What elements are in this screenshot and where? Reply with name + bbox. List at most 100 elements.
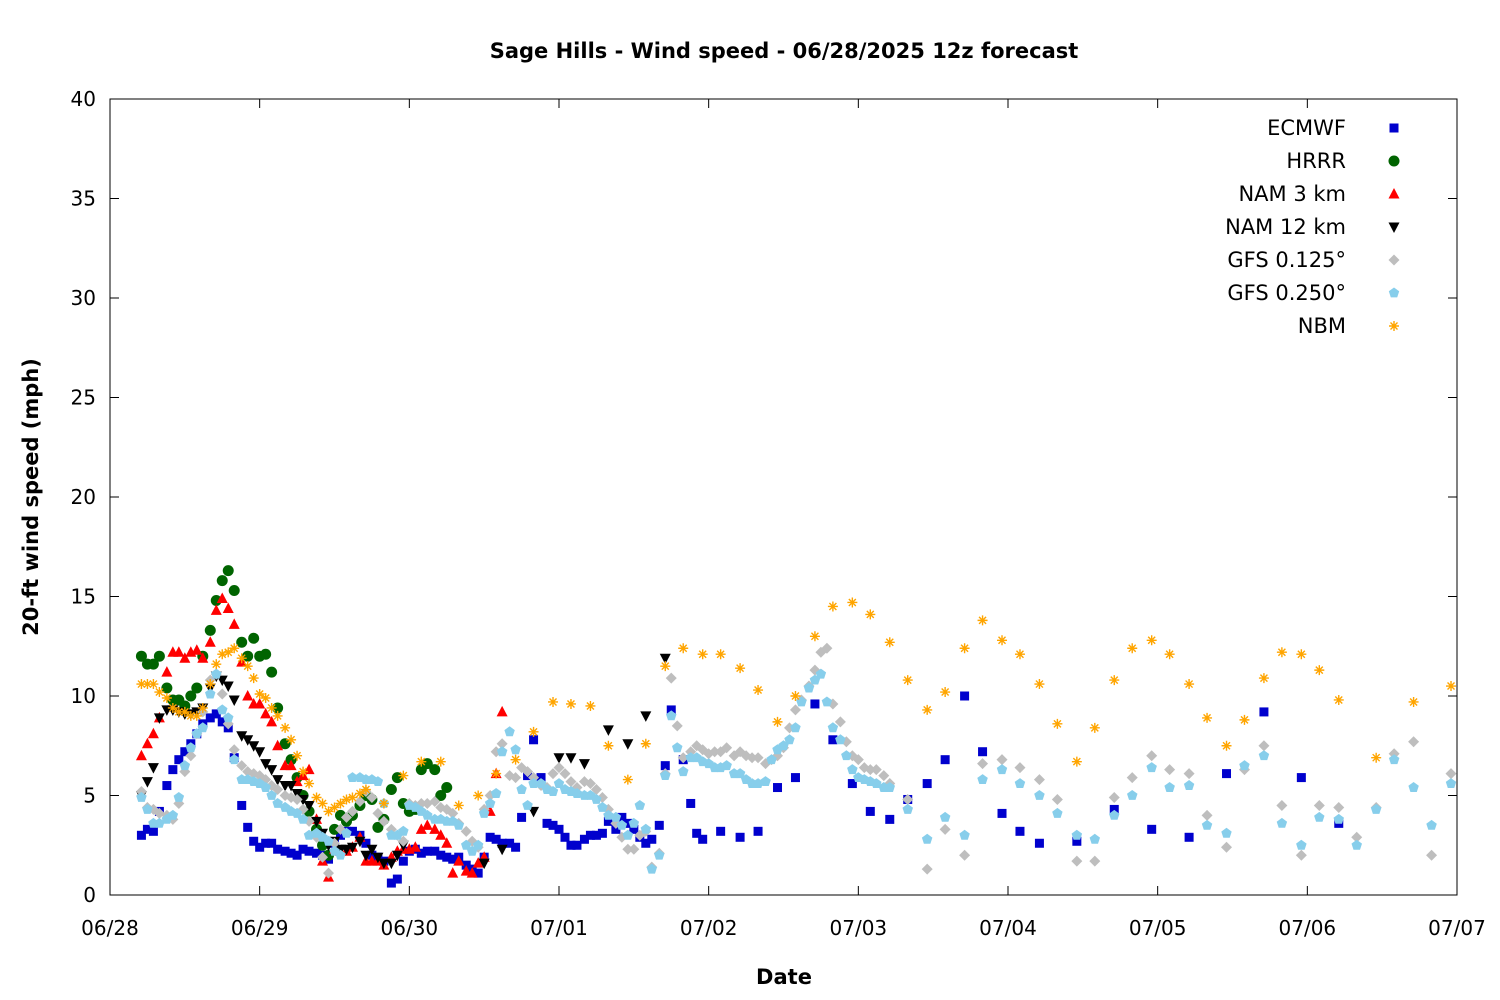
data-point [959, 849, 971, 861]
data-point [542, 818, 552, 828]
data-point [678, 643, 689, 654]
data-point [654, 849, 665, 860]
data-point [716, 826, 726, 836]
data-point [435, 790, 447, 801]
data-point [292, 750, 303, 761]
data-point [960, 691, 970, 701]
data-point [766, 754, 777, 765]
data-point [398, 856, 408, 866]
legend-label: ECMWF [1267, 116, 1346, 140]
data-point [141, 777, 153, 788]
data-point [1221, 740, 1232, 751]
data-point [154, 687, 165, 698]
data-point [884, 782, 895, 792]
data-point [640, 738, 651, 749]
data-point [340, 811, 352, 823]
legend-marker [1388, 254, 1400, 266]
data-point [734, 768, 746, 779]
x-tick-label: 07/01 [530, 916, 588, 940]
data-point [266, 666, 278, 678]
data-point [366, 844, 378, 856]
data-point [1371, 752, 1382, 763]
data-point [415, 823, 427, 834]
data-point [617, 812, 627, 822]
data-point [578, 759, 590, 770]
data-point [347, 772, 358, 782]
data-point [205, 713, 215, 723]
data-point [1071, 829, 1083, 840]
data-point [579, 834, 589, 844]
data-point [154, 817, 165, 828]
data-point [721, 760, 732, 771]
data-point [1296, 649, 1307, 660]
x-tick-label: 07/03 [830, 916, 888, 940]
data-point [902, 793, 914, 805]
data-point [1089, 722, 1100, 733]
data-point [291, 793, 303, 805]
data-point [1445, 778, 1457, 788]
data-point [496, 746, 508, 757]
data-point [641, 838, 651, 848]
data-point [254, 747, 266, 758]
data-point [285, 759, 297, 771]
data-point [448, 854, 458, 864]
data-point [391, 850, 403, 862]
data-point [672, 742, 683, 753]
data-point [298, 766, 309, 777]
data-point [378, 798, 389, 809]
data-point [436, 850, 446, 860]
data-point [1408, 696, 1419, 707]
data-point [174, 755, 184, 765]
data-point [1426, 819, 1437, 830]
data-point [1258, 750, 1270, 761]
data-point [1259, 707, 1269, 717]
data-point [1164, 782, 1175, 792]
data-point [659, 653, 671, 665]
data-point [516, 784, 527, 794]
data-point [136, 679, 147, 690]
data-point [752, 752, 764, 764]
data-point [1333, 694, 1344, 705]
data-point [266, 790, 277, 800]
data-point [435, 829, 447, 840]
data-point [1109, 809, 1120, 820]
data-point [147, 727, 159, 739]
data-point [1370, 803, 1382, 814]
data-point [640, 823, 651, 834]
data-point [735, 663, 746, 674]
data-point [590, 784, 602, 796]
data-point [485, 832, 495, 842]
data-point [1072, 836, 1082, 846]
data-point [211, 668, 222, 679]
data-point [602, 725, 614, 736]
axis-ticks: 0 5 10 15 20 25 30 35 40 06/28 06/29 06/30 07/01 07/0… [71, 87, 1486, 940]
data-point [505, 838, 515, 848]
data-point [504, 726, 515, 737]
data-point [366, 791, 378, 803]
data-point [671, 720, 683, 732]
data-point [217, 704, 228, 715]
data-point [1184, 832, 1194, 842]
data-point [260, 707, 272, 719]
data-point [285, 781, 297, 792]
data-point [242, 650, 254, 662]
data-point [553, 753, 565, 764]
data-point [959, 829, 970, 840]
data-point [847, 597, 858, 608]
chart-legend: ECMWF HRRR NAM 3 km NAM 12 km GFS 0.125° GFS … [1225, 116, 1400, 338]
data-point [1014, 778, 1026, 788]
data-point [698, 834, 708, 844]
data-point [266, 715, 278, 727]
data-point [386, 878, 396, 888]
data-point [204, 624, 216, 636]
data-point [173, 792, 185, 802]
data-point [266, 765, 278, 776]
data-point [297, 813, 309, 824]
data-point [1147, 824, 1157, 834]
data-point [746, 752, 758, 764]
legend-label: HRRR [1286, 149, 1346, 173]
data-point [162, 781, 172, 791]
data-point [821, 696, 833, 707]
data-point [939, 811, 951, 822]
data-point [1351, 839, 1362, 850]
